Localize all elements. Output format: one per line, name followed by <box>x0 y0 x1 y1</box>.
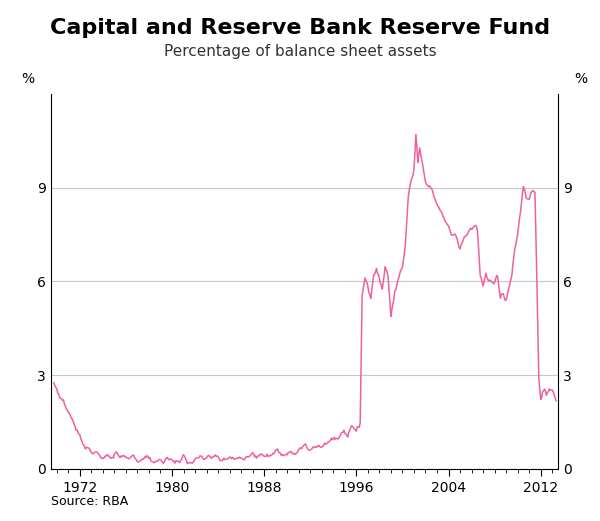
Text: Source: RBA: Source: RBA <box>51 495 128 508</box>
Text: %: % <box>22 72 35 86</box>
Text: %: % <box>574 72 587 86</box>
Text: Percentage of balance sheet assets: Percentage of balance sheet assets <box>164 44 436 59</box>
Text: Capital and Reserve Bank Reserve Fund: Capital and Reserve Bank Reserve Fund <box>50 18 550 38</box>
